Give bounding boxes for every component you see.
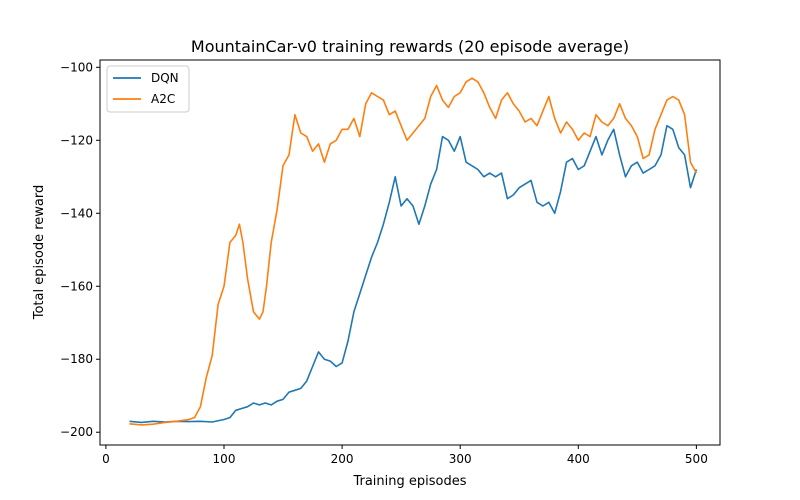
y-tick-label: −200 [60,425,93,439]
y-axis-label: Total episode reward [32,185,47,321]
x-axis-label: Training episodes [352,474,466,489]
legend-label-dqn: DQN [151,71,179,85]
x-tick-label: 300 [449,452,472,466]
series-line-dqn [129,124,698,424]
series-layer [129,77,698,426]
x-tick-label: 500 [685,452,708,466]
x-tick-label: 0 [102,452,110,466]
y-tick-label: −100 [60,60,93,74]
x-axis: 0 100 200 300 400 500 [102,445,708,466]
y-axis: −200 −180 −160 −140 −120 −100 [60,60,100,439]
x-tick-label: 100 [213,452,236,466]
x-tick-label: 400 [567,452,590,466]
chart-title: MountainCar-v0 training rewards (20 epis… [191,37,629,56]
plot-area [99,59,721,446]
y-tick-label: −160 [60,279,93,293]
x-tick-label: 200 [331,452,354,466]
y-tick-label: −120 [60,133,93,147]
series-line-a2c [129,77,698,426]
y-tick-label: −140 [60,206,93,220]
legend: DQN A2C [106,65,190,113]
legend-label-a2c: A2C [151,92,175,106]
y-tick-label: −180 [60,352,93,366]
